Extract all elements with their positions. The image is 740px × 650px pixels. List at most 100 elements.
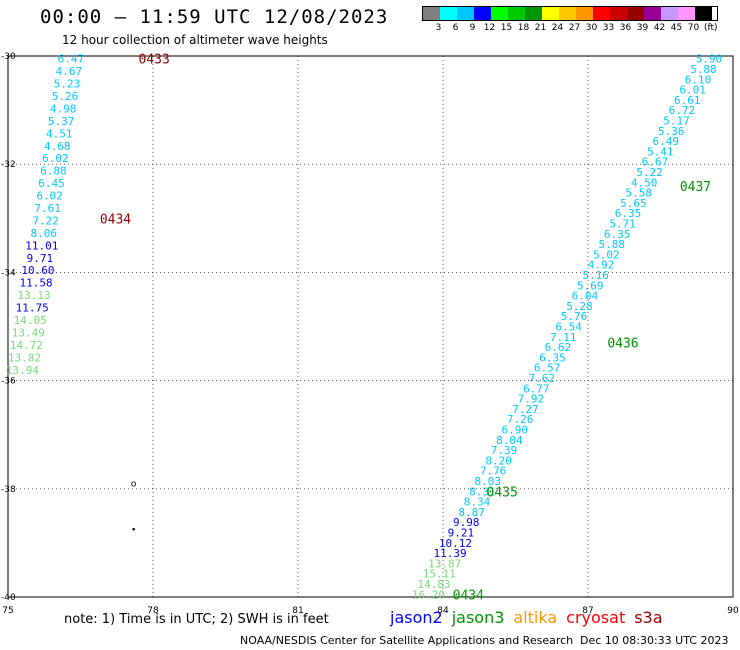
y-tick-label: -34 [1,268,16,278]
x-tick-label: 87 [582,606,593,616]
wave-height-point: 7.22 [32,214,59,227]
wave-height-point: 4.67 [56,65,83,78]
y-tick-label: -36 [1,377,16,387]
wave-height-point: 5.02 [593,248,620,261]
track-labels: 0433 0434 0437 0436 0435 0434 [100,53,711,604]
legend-label: 36 [619,23,632,33]
wave-height-point: 6.62 [545,341,572,354]
wave-height-point: 4.50 [631,176,658,189]
x-tick-label: 78 [147,606,159,616]
x-tick-label: 75 [2,606,13,616]
wave-height-point: 5.17 [663,115,690,128]
wave-height-point: 7.92 [518,393,545,406]
wave-height-point: 5.65 [620,197,647,210]
wave-height-point: 7.76 [480,465,507,478]
wave-height-point: 8.31 [469,485,496,498]
y-tick-label: -32 [1,160,16,170]
wave-height-point: 13.13 [18,289,51,302]
legend-label: 42 [653,23,666,33]
legend-label: 27 [568,23,581,33]
wave-height-point: 4.51 [46,127,73,140]
wave-height-point: 6.35 [539,351,566,364]
legend-label: 70 [687,23,700,33]
wave-height-point: 6.67 [642,156,669,169]
wave-height-point: 5.90 [696,53,723,66]
satellite-name: jason3 [451,608,505,627]
wave-height-point: 5.28 [566,300,593,313]
legend-spacer [422,23,430,33]
legend-swatch [610,7,627,20]
satellite-list: jason2 jason3 altika cryosat s3a [390,608,672,627]
wave-height-point: 10.60 [21,264,54,277]
track-time-label: 0434 [100,212,131,227]
wave-height-point: 10.12 [439,537,472,550]
legend-label: 12 [483,23,496,33]
wave-height-point: 6.77 [523,382,550,395]
chart-title: 00:00 — 11:59 UTC 12/08/2023 [40,6,389,28]
color-legend: 3 6 9 12 15 18 21 24 27 30 33 36 39 42 45 70 (ft) [422,6,718,33]
wave-height-point: 9.21 [448,526,475,539]
wave-height-point: 8.34 [464,496,491,509]
wave-height-point: 7.11 [550,331,577,344]
legend-swatch [695,7,712,20]
satellite-name: jason2 [390,608,443,627]
wave-height-point: 4.68 [44,140,71,153]
satellite-name: altika [513,608,558,627]
legend-label: 21 [534,23,547,33]
legend-labels: 3 6 9 12 15 18 21 24 27 30 33 36 39 42 45 70 (ft) [422,23,718,33]
wave-height-point: 6.35 [604,228,631,241]
legend-swatches [422,6,718,21]
wave-height-point: 9.71 [27,252,54,265]
wave-height-point: 11.01 [25,239,58,252]
wave-height-point: 4.98 [50,102,77,115]
wave-height-point: 5.69 [577,279,604,292]
y-tick-label: -30 [1,52,16,62]
wave-height-points: 6.474.675.235.264.985.374.514.686.026.88… [6,53,722,602]
track-time-label: 0435 [487,486,518,501]
wave-height-point: 9.98 [453,516,480,529]
wave-height-point: 6.04 [572,290,599,303]
wave-height-point: 5.36 [658,125,685,138]
wave-height-point: 6.02 [42,152,69,165]
legend-swatch [423,7,440,20]
footer-note: note: 1) Time is in UTC; 2) SWH is in fe… [64,612,329,627]
wave-height-point: 15.11 [423,568,456,581]
wave-height-point: 14.05 [14,314,47,327]
wave-height-point: 7.62 [528,372,555,385]
axis-ticks: 75 78 81 84 87 90 -30 -32 -34 -36 -38 -40 [1,52,739,616]
legend-swatch [559,7,576,20]
wave-height-point: 5.26 [52,90,79,103]
wave-height-point: 7.39 [491,444,518,457]
track-time-label: 0433 [139,53,170,68]
wave-height-point: 7.61 [34,202,61,215]
wave-height-point: 13.49 [12,326,45,339]
x-tick-label: 84 [437,606,449,616]
wave-height-point: 6.61 [674,94,701,107]
wave-height-point: 7.27 [512,403,539,416]
wave-height-point: 5.88 [599,238,626,251]
wave-height-point: 5.37 [48,115,75,128]
wave-height-point: 11.39 [434,547,467,560]
wave-height-point: 6.90 [502,423,529,436]
wave-height-point: 13.94 [6,364,39,377]
wave-height-point: 6.35 [615,207,642,220]
legend-label: 45 [670,23,683,33]
legend-label: 24 [551,23,564,33]
wave-height-point: 7.26 [507,413,534,426]
track-time-label: 0434 [453,588,484,603]
legend-label: 18 [517,23,530,33]
wave-height-point: 8.03 [475,475,502,488]
wave-height-point: 6.72 [669,104,696,117]
chart-subtitle: 12 hour collection of altimeter wave hei… [62,33,328,47]
legend-swatch [440,7,457,20]
wave-height-point: 6.02 [36,190,63,203]
grid [8,56,733,597]
wave-height-point: 5.88 [690,63,717,76]
legend-label: 6 [452,23,459,33]
wave-height-point: 6.88 [40,165,67,178]
wave-height-point: 8.20 [485,454,512,467]
satellite-name: cryosat [566,608,626,627]
wave-height-point: 8.04 [496,434,523,447]
wave-height-point: 8.87 [458,506,485,519]
marker-point: o [131,479,137,489]
